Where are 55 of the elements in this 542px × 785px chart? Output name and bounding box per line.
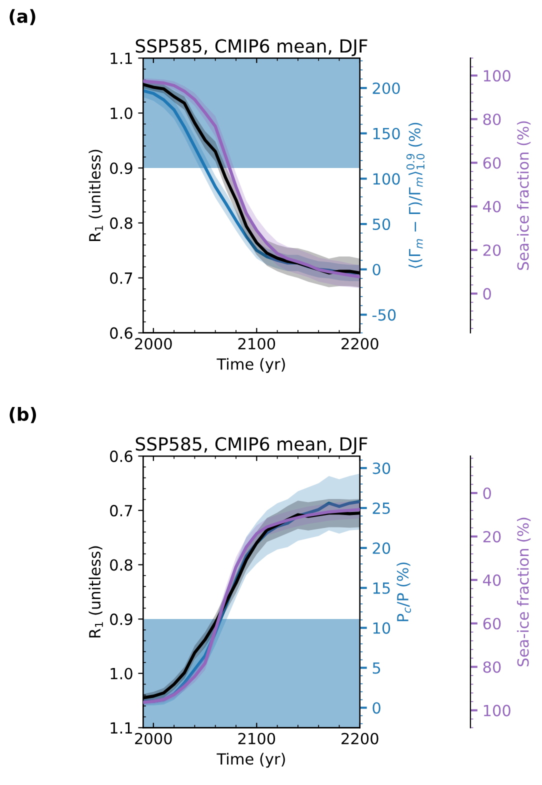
x-axis-title: Time (yr) bbox=[216, 358, 285, 373]
text: (b) bbox=[10, 407, 36, 424]
y3-axis-title: Sea-ice fraction (%) bbox=[516, 121, 531, 270]
y-tick-label: 0.9 bbox=[110, 162, 132, 174]
y2-axis-title: P$_{c}$/P (%) bbox=[396, 562, 411, 622]
y2-tick-label: 0 bbox=[372, 264, 380, 276]
y2-tick-label: 150 bbox=[373, 128, 400, 140]
y2-tick-label: 10 bbox=[373, 622, 390, 634]
y3-axis-title: Sea-ice fraction (%) bbox=[516, 518, 531, 666]
x-tick-label: 2100 bbox=[238, 732, 276, 744]
x-axis-title: Time (yr) bbox=[216, 752, 285, 768]
x-tick-label: 2000 bbox=[135, 732, 172, 744]
chart-title: SSP585, CMIP6 mean, DJF bbox=[136, 39, 368, 56]
y3-tick-label: 40 bbox=[483, 574, 501, 586]
y-tick-label: 0.9 bbox=[110, 614, 132, 626]
y2-tick-label: 30 bbox=[372, 462, 390, 474]
x-tick-label: 2200 bbox=[342, 732, 378, 744]
y3-tick-label: 40 bbox=[483, 200, 501, 212]
y-tick-label: 0.6 bbox=[110, 327, 132, 339]
y3-tick-label: 20 bbox=[483, 530, 501, 543]
y2-tick-label: 100 bbox=[373, 173, 400, 185]
y3-tick-label: 60 bbox=[483, 618, 501, 630]
y-tick-label: 0.7 bbox=[110, 504, 132, 516]
y3-tick-label: 80 bbox=[483, 661, 501, 673]
x-tick-label: 2000 bbox=[135, 338, 172, 350]
y3-tick-label: 0 bbox=[483, 288, 491, 300]
y-tick-label: 0.8 bbox=[110, 559, 132, 571]
x-tick-label: 2100 bbox=[238, 338, 276, 350]
y2-tick-label: 15 bbox=[373, 582, 390, 594]
y2-tick-label: 200 bbox=[372, 82, 400, 94]
y2-tick-label: 50 bbox=[372, 218, 390, 230]
y-tick-label: 0.7 bbox=[110, 272, 132, 284]
y-tick-label: 1.0 bbox=[110, 108, 132, 120]
x-tick-label: 2200 bbox=[342, 338, 378, 350]
chart-title: SSP585, CMIP6 mean, DJF bbox=[136, 437, 368, 454]
y3-tick-label: 100 bbox=[484, 70, 510, 82]
y2-tick-label: 25 bbox=[372, 502, 390, 514]
y-tick-label: 0.8 bbox=[110, 217, 132, 229]
y3-tick-label: 60 bbox=[483, 157, 501, 169]
y3-tick-label: 20 bbox=[483, 244, 501, 256]
y3-tick-label: 100 bbox=[484, 704, 510, 716]
y-axis-title: R$_{1}$ (unitless) bbox=[88, 150, 103, 241]
y-axis-title: R$_{1}$ (unitless) bbox=[88, 546, 103, 638]
y2-tick-label: 0 bbox=[372, 702, 380, 714]
y-tick-label: 1.1 bbox=[110, 52, 132, 64]
y-tick-label: 0.6 bbox=[110, 450, 132, 462]
y-tick-label: 1.0 bbox=[110, 668, 132, 680]
y2-tick-label: 5 bbox=[372, 662, 380, 674]
y3-tick-label: 0 bbox=[483, 487, 491, 500]
y-tick-label: 1.1 bbox=[110, 722, 132, 734]
text: (a) bbox=[10, 9, 36, 26]
y2-axis-title: ⟨(Γ$_{m}$ − Γ)/Γ$_{m}$⟩$^{0.9}$$_{1.0}$ (%) bbox=[406, 122, 425, 268]
y3-tick-label: 80 bbox=[483, 114, 501, 126]
y2-tick-label: 20 bbox=[372, 542, 390, 554]
y2-tick-label: -50 bbox=[372, 309, 396, 321]
